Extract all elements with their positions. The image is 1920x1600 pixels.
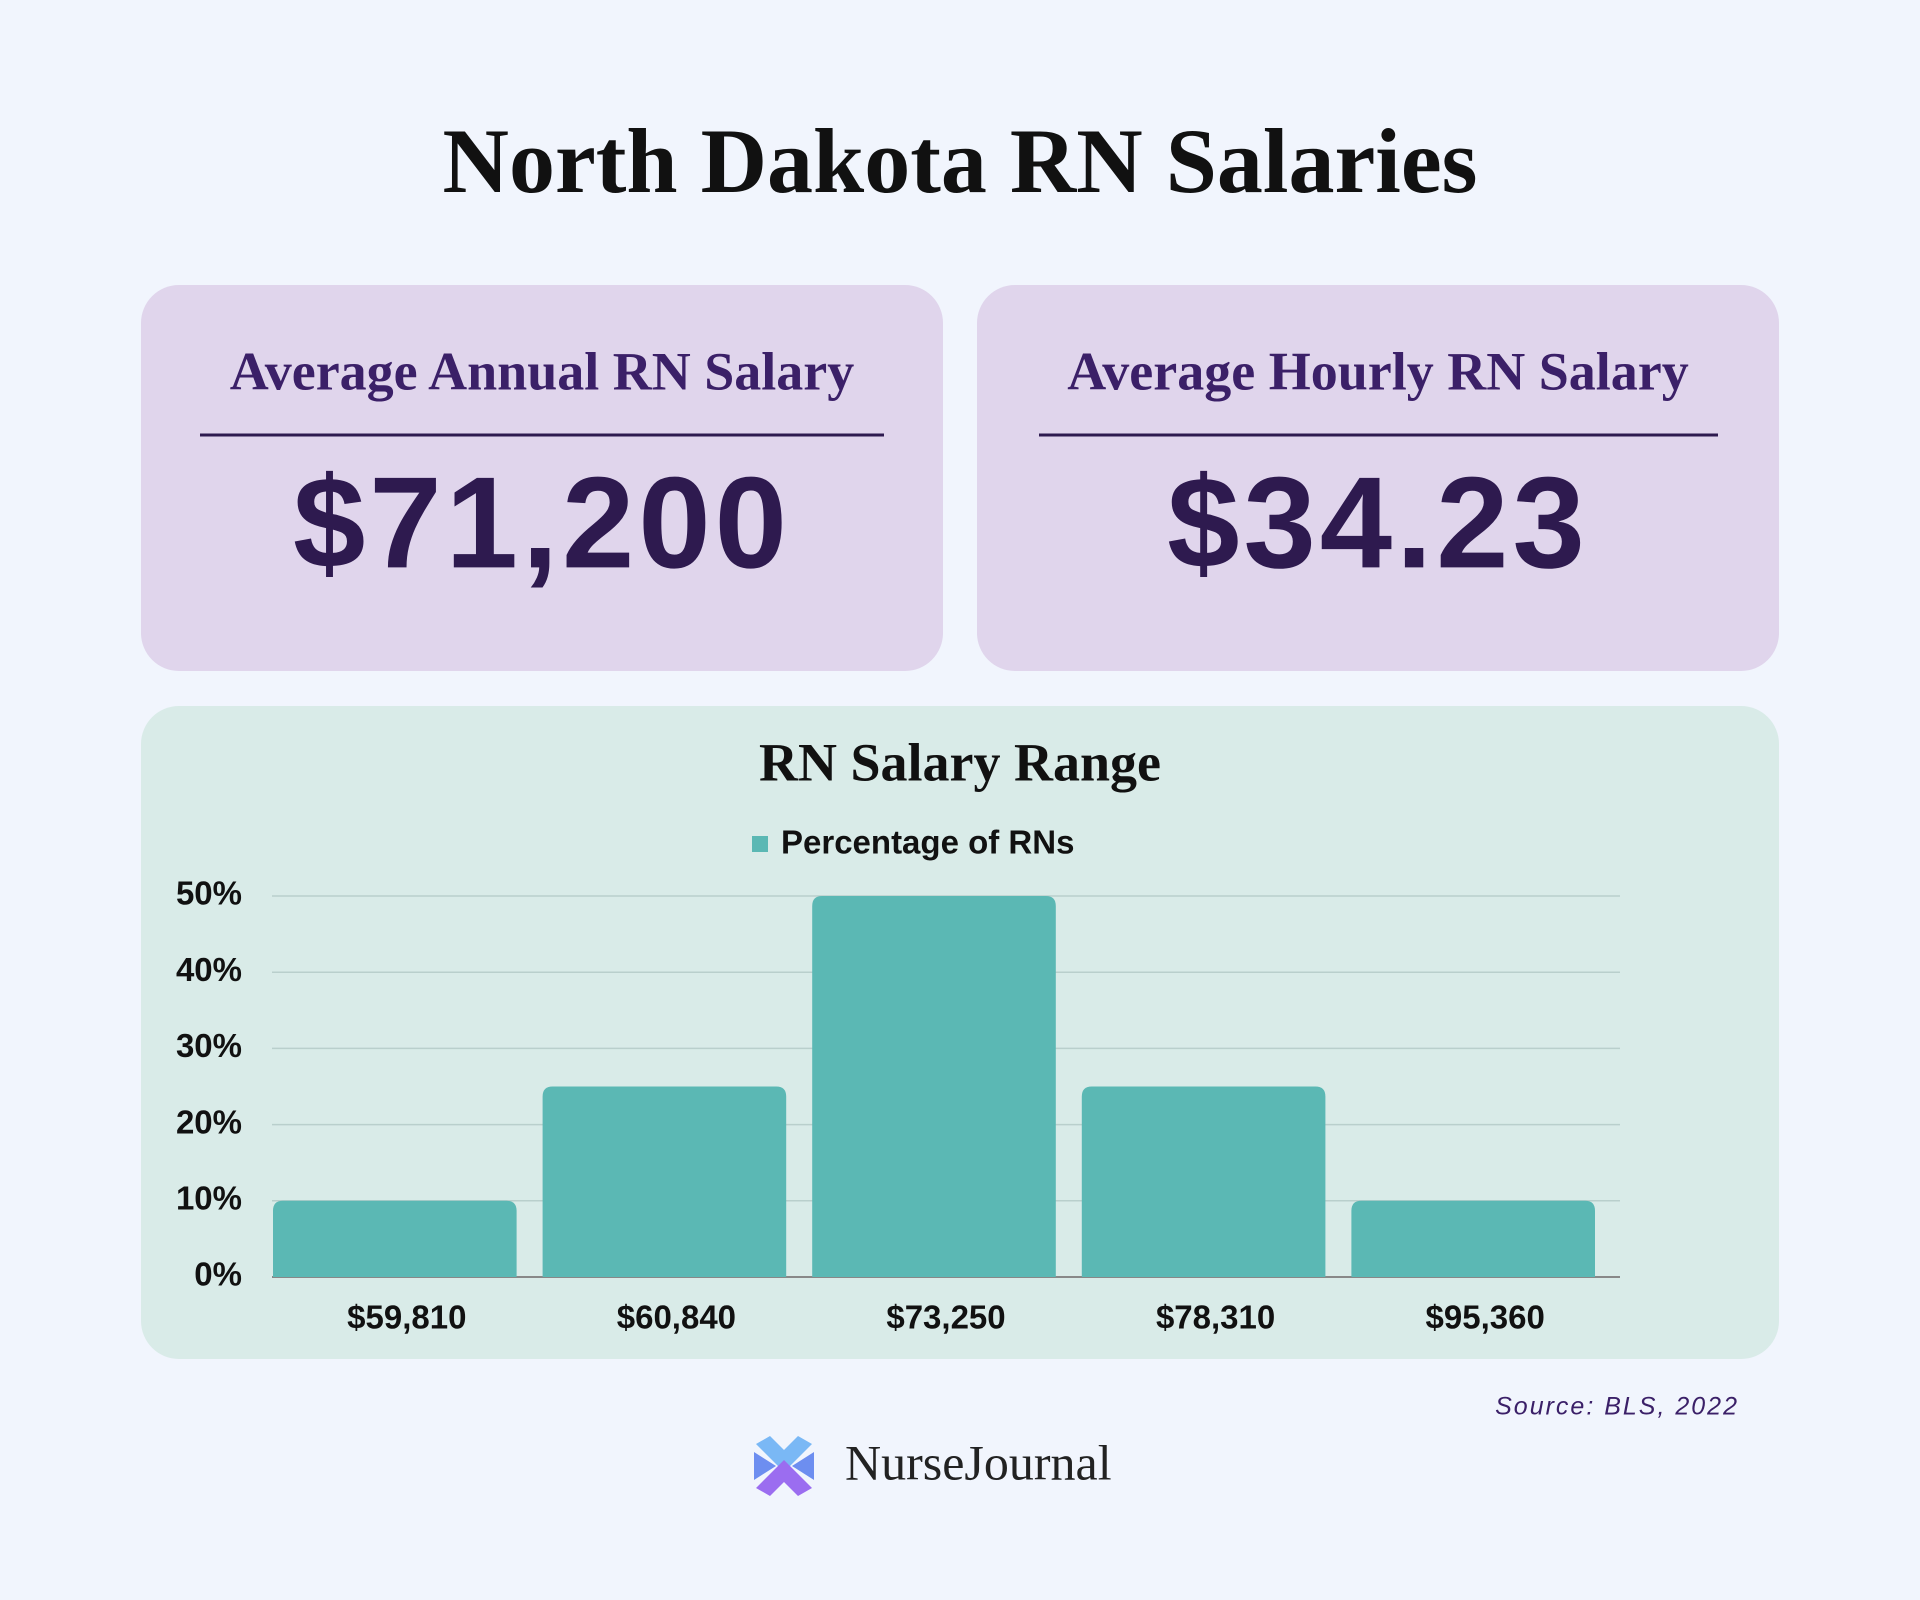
plot: Percentage of RNs 0% 10% 20% 30% 40% 50% $59,81… <box>176 824 1620 1336</box>
bar <box>1351 1200 1595 1277</box>
x-tick-label: $95,360 <box>1426 1299 1545 1336</box>
x-tick-label: $78,310 <box>1156 1299 1275 1336</box>
bar <box>273 1200 517 1277</box>
brand: NurseJournal <box>845 1434 1112 1490</box>
bar <box>1081 1086 1326 1277</box>
y-tick-label: 40% <box>176 951 242 988</box>
x-tick-label: $59,810 <box>347 1299 466 1336</box>
y-tick-label: 50% <box>176 875 242 912</box>
legend-swatch <box>752 836 768 852</box>
y-tick-label: 30% <box>176 1027 242 1064</box>
logo-icon <box>754 1436 814 1496</box>
page-title: North Dakota RN Salaries <box>443 110 1478 212</box>
card-label: Average Annual RN Salary <box>230 341 855 401</box>
y-tick-label: 0% <box>194 1256 242 1293</box>
x-tick-label: $73,250 <box>886 1299 1005 1336</box>
card <box>977 285 1779 671</box>
x-tick-label: $60,840 <box>617 1299 736 1336</box>
y-tick-label: 20% <box>176 1103 242 1140</box>
bar <box>542 1086 787 1277</box>
chart-title: RN Salary Range <box>759 732 1161 792</box>
y-tick-label: 10% <box>176 1180 242 1217</box>
legend-label: Percentage of RNs <box>781 824 1074 861</box>
card-label: Average Hourly RN Salary <box>1067 341 1688 401</box>
card-value: $34.23 <box>1167 449 1589 595</box>
card-value: $71,200 <box>293 449 791 595</box>
source: Source: BLS, 2022 <box>1495 1393 1739 1421</box>
bar <box>812 896 1056 1277</box>
card <box>141 285 943 671</box>
